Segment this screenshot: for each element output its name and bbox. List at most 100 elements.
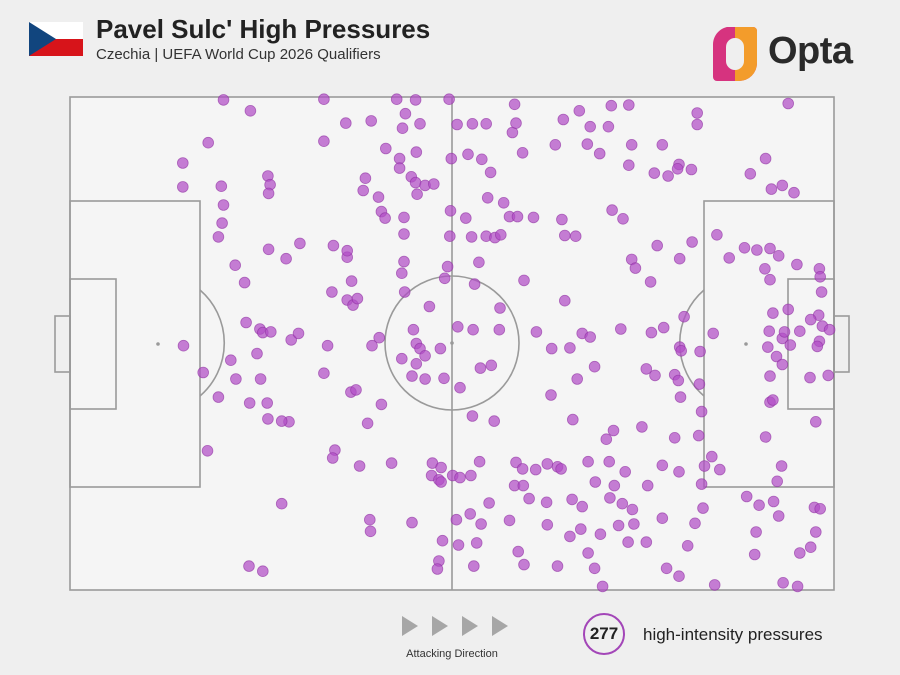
pressure-point <box>365 115 378 127</box>
pressure-point <box>607 424 620 437</box>
pressure-point <box>216 217 228 229</box>
pressure-point <box>398 286 411 298</box>
pressure-point <box>215 180 228 193</box>
pressure-point <box>419 373 431 385</box>
pressure-point <box>691 107 703 119</box>
pressure-point <box>662 170 674 182</box>
pressure-point <box>462 148 474 161</box>
pressure-point <box>225 354 237 367</box>
pressure-point <box>373 331 386 344</box>
pressure-point <box>483 497 495 509</box>
pressure-point <box>576 500 588 513</box>
pressure-point <box>788 186 800 199</box>
pressure-point <box>673 570 685 582</box>
pressure-point <box>761 341 774 353</box>
pressure-point <box>423 300 436 313</box>
czech-flag-icon <box>29 22 83 56</box>
pressure-point <box>443 230 456 243</box>
pressure-point <box>396 122 409 134</box>
pressure-point <box>814 502 826 515</box>
pressure-point <box>707 327 719 340</box>
pressure-point <box>517 479 530 492</box>
pressure-point <box>811 340 824 353</box>
pressure-point <box>685 163 698 176</box>
pressure-point <box>275 415 288 427</box>
pressure-point <box>464 508 477 520</box>
pressure-point <box>675 344 687 357</box>
pressure-point <box>711 229 723 241</box>
pressure-point <box>545 389 557 401</box>
pressure-point <box>230 373 242 385</box>
pressure-point <box>366 339 378 352</box>
pressure-point <box>488 415 501 427</box>
pressure-point <box>541 458 554 470</box>
pressure-point <box>600 433 613 446</box>
pressure-point <box>379 212 391 224</box>
pressure-point <box>651 239 663 252</box>
pressure-point <box>399 107 412 120</box>
pressure-point <box>494 229 507 241</box>
pressure-point <box>480 118 493 130</box>
pressure-point <box>656 512 669 524</box>
centre-circle <box>384 275 520 411</box>
pressure-point <box>573 105 586 117</box>
pressure-point <box>357 184 370 197</box>
pressure-point <box>393 162 406 174</box>
pressure-point <box>523 492 535 505</box>
pressure-point <box>243 560 255 572</box>
pressure-point <box>326 286 338 298</box>
pressure-point <box>497 197 510 209</box>
pressure-point <box>351 292 364 305</box>
pressure-point <box>564 530 576 543</box>
pressure-point <box>406 516 418 529</box>
pressure-point <box>759 152 772 165</box>
pressure-point <box>759 431 772 443</box>
pressure-point <box>494 302 506 314</box>
pressure-point <box>254 373 267 385</box>
pressure-point <box>475 518 487 530</box>
pressure-point <box>804 313 817 326</box>
pressure-point <box>660 562 673 575</box>
pressure-point <box>628 518 640 530</box>
pressure-point <box>693 378 706 390</box>
pressure-point <box>671 163 684 175</box>
pressure-point <box>640 363 653 375</box>
pressure-point <box>409 94 422 106</box>
pressure-point <box>804 541 817 553</box>
pressure-point <box>603 455 615 468</box>
pressure-point <box>581 138 594 150</box>
pressure-point <box>359 172 372 185</box>
attacking-direction-arrows <box>402 616 508 636</box>
pressure-point <box>238 276 251 289</box>
pressure-point <box>656 459 669 472</box>
pressure-point <box>791 580 804 593</box>
pressure-point <box>708 579 721 591</box>
right-goal <box>833 315 850 373</box>
pressure-point <box>318 367 330 380</box>
play-arrow-icon <box>462 616 478 636</box>
pressure-point <box>750 526 762 538</box>
pressure-point <box>776 358 789 371</box>
pressure-point <box>775 460 788 472</box>
pressure-point <box>406 370 418 382</box>
pressure-point <box>251 347 263 360</box>
pressure-point <box>668 431 681 444</box>
pressure-point <box>793 325 806 338</box>
pressure-point <box>431 563 444 575</box>
play-arrow-icon <box>402 616 418 636</box>
pressure-point <box>217 94 230 106</box>
pressure-point <box>814 270 826 283</box>
opta-brand-name: Opta <box>768 30 853 72</box>
right-penalty-spot <box>744 342 748 346</box>
pressure-point <box>395 352 408 365</box>
pressure-point <box>467 323 479 336</box>
left-goal <box>54 315 71 373</box>
pressure-point <box>606 204 618 216</box>
pressure-point <box>689 517 701 530</box>
pressure-point <box>641 479 654 492</box>
pressure-point <box>292 327 305 340</box>
pressure-point <box>326 452 339 464</box>
pressure-point <box>765 183 778 195</box>
pressure-point <box>753 499 765 512</box>
pressure-point <box>809 526 822 538</box>
